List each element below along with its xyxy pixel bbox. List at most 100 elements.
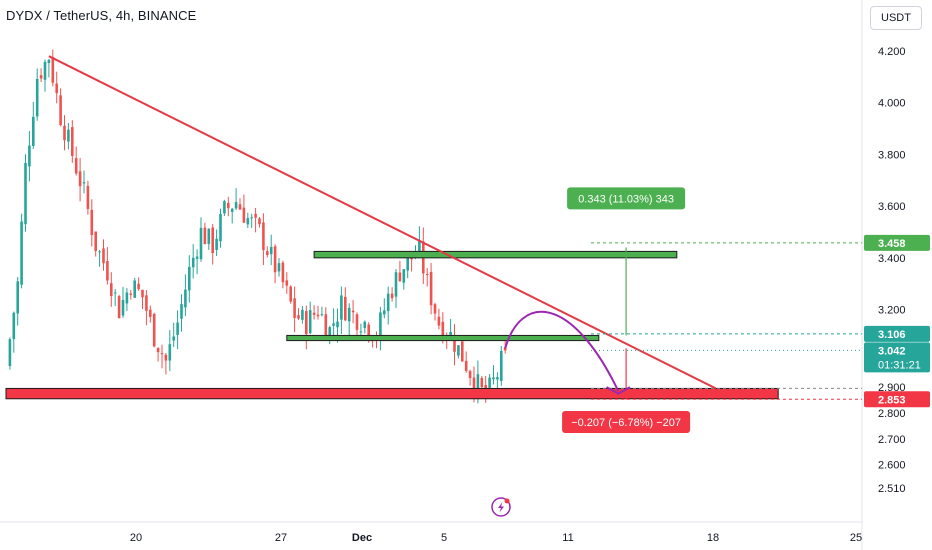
time-tick-4: 11 xyxy=(562,532,573,544)
candle xyxy=(340,286,343,334)
candle xyxy=(219,208,222,248)
candle xyxy=(308,301,312,335)
price-label-value: 3.458 xyxy=(878,238,906,250)
time-axis: 20 27 Dec 5 11 18 25 xyxy=(130,532,862,544)
measure-label-text: −0.207 (−6.78%) −207 xyxy=(571,417,681,429)
candle xyxy=(351,300,355,324)
time-tick-2: Dec xyxy=(352,532,372,544)
candle xyxy=(160,344,164,369)
price-tick-5: 3.200 xyxy=(878,305,906,317)
candle xyxy=(39,68,43,83)
candle xyxy=(347,303,351,337)
candle xyxy=(90,199,94,247)
candle xyxy=(437,308,441,330)
candle xyxy=(390,287,394,302)
candle xyxy=(28,130,31,182)
time-tick-1: 27 xyxy=(275,532,287,544)
candle xyxy=(191,244,195,279)
candle xyxy=(468,369,472,386)
candle xyxy=(149,305,152,323)
candle xyxy=(316,305,320,320)
support-zone[interactable] xyxy=(5,387,779,400)
candle xyxy=(195,249,199,275)
candle xyxy=(273,244,277,284)
candle xyxy=(223,199,226,216)
candle xyxy=(227,196,230,217)
candle xyxy=(12,311,16,353)
candle xyxy=(406,255,409,279)
candle xyxy=(254,207,257,233)
time-tick-0: 20 xyxy=(130,532,142,544)
candle xyxy=(355,312,359,335)
drawings-layer: 0.343 (11.03%) 343 −0.207 (−6.78%) −207 xyxy=(5,55,862,434)
price-tick-8: 2.700 xyxy=(878,434,906,446)
alert-lightning-icon[interactable] xyxy=(491,497,511,517)
candle xyxy=(211,223,214,265)
candle xyxy=(59,88,62,127)
candle xyxy=(234,188,238,211)
candle xyxy=(488,374,491,391)
candle xyxy=(207,228,211,250)
price-label-box xyxy=(864,342,930,373)
currency-selector-button[interactable]: USDT xyxy=(870,6,922,30)
candle xyxy=(67,122,70,150)
projection-arc[interactable] xyxy=(504,310,620,392)
candle xyxy=(461,341,464,362)
candle xyxy=(363,320,367,334)
candle xyxy=(453,324,456,366)
candle xyxy=(269,234,273,266)
price-labels: 3.458 3.106 3.042 01:31:21 2.853 xyxy=(864,234,930,408)
candle xyxy=(133,277,136,298)
candle xyxy=(199,217,203,262)
candle xyxy=(24,154,27,232)
candle xyxy=(324,307,328,337)
price-tick-4: 3.400 xyxy=(878,253,906,265)
descending-trendline[interactable] xyxy=(48,55,717,390)
price-axis: 4.200 4.000 3.800 3.600 3.400 3.200 2.900 2.800… xyxy=(878,46,906,495)
candle xyxy=(55,71,58,104)
price-label-box xyxy=(864,391,930,408)
candle xyxy=(35,68,39,121)
price-label-value: 2.853 xyxy=(878,394,906,406)
candle xyxy=(137,277,140,291)
candle xyxy=(262,213,265,266)
candle xyxy=(344,287,347,322)
candle xyxy=(464,351,468,373)
candle xyxy=(293,286,296,333)
price-tick-0: 4.200 xyxy=(878,46,906,58)
measure-label-box xyxy=(567,187,686,210)
candle xyxy=(63,115,66,151)
candle xyxy=(106,247,109,285)
candle xyxy=(312,305,316,320)
candle xyxy=(394,269,398,308)
candle xyxy=(305,305,308,350)
candle xyxy=(98,249,101,267)
candle xyxy=(20,213,23,289)
candle xyxy=(332,308,335,340)
candle xyxy=(289,285,292,304)
candle xyxy=(285,272,289,294)
candle xyxy=(86,180,90,215)
resistance-zone[interactable] xyxy=(313,250,678,259)
candle xyxy=(433,302,437,321)
measure-label-box xyxy=(562,411,691,434)
price-tick-9: 2.600 xyxy=(878,460,906,472)
candle xyxy=(297,308,300,320)
mid-support-zone[interactable] xyxy=(286,334,600,342)
candle-countdown: 01:31:21 xyxy=(878,359,921,371)
candle xyxy=(429,263,433,315)
candle xyxy=(152,312,156,348)
candle xyxy=(145,290,148,326)
candle xyxy=(242,194,246,224)
candle xyxy=(8,337,12,370)
candle xyxy=(383,298,386,319)
price-tick-2: 3.800 xyxy=(878,149,906,161)
measure-label-text: 0.343 (11.03%) 343 xyxy=(578,193,674,205)
candle xyxy=(71,120,74,163)
price-label-value: 3.106 xyxy=(878,329,906,341)
candle xyxy=(246,212,250,228)
candle xyxy=(238,198,242,210)
candle xyxy=(156,347,160,362)
candle xyxy=(379,306,382,351)
